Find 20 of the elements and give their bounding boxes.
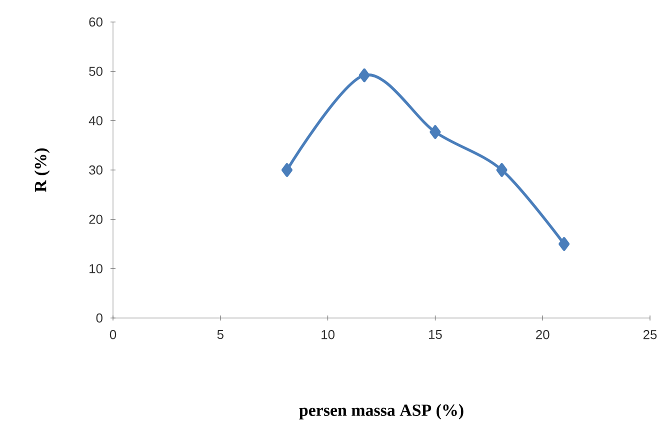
y-tick-label: 60 — [89, 17, 102, 27]
point — [430, 125, 441, 139]
y-tick-label: 50 — [89, 66, 102, 76]
x-axis-title: persen massa ASP (%) — [299, 404, 464, 420]
y-tick-label: 0 — [96, 313, 102, 323]
point — [358, 68, 370, 82]
point — [496, 163, 508, 177]
x-tick-label: 5 — [217, 330, 224, 340]
y-tick-label: 40 — [88, 116, 102, 126]
x-tick-label: 0 — [110, 330, 116, 340]
point — [281, 163, 292, 177]
point — [558, 237, 570, 251]
x-tick-label: 20 — [536, 330, 550, 340]
y-tick-label: 10 — [90, 264, 102, 274]
y-tick-label: 30 — [89, 165, 102, 175]
x-tick-label: 25 — [643, 330, 657, 340]
x-tick-label: 10 — [322, 330, 335, 340]
y-tick-label: 20 — [89, 214, 102, 224]
y-axis-title: R (%) — [34, 148, 50, 192]
x-tick-label: 15 — [428, 330, 442, 340]
